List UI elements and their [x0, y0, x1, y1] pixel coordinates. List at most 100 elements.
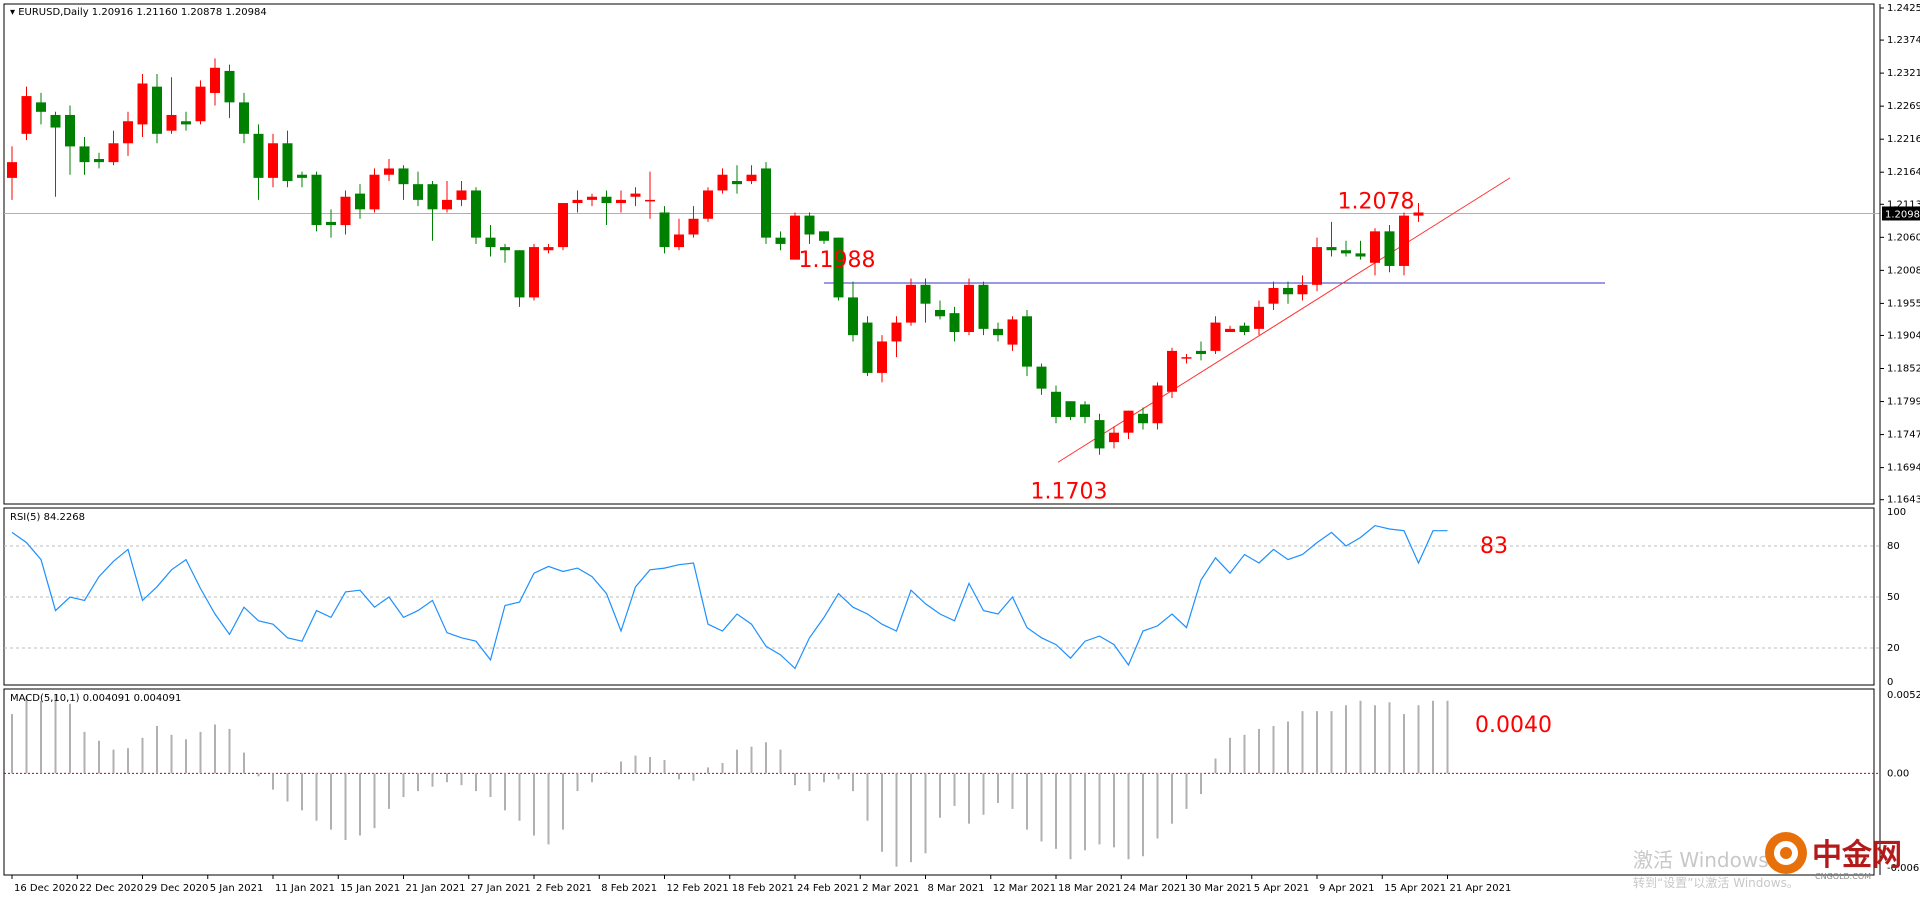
- candle-body: [1239, 325, 1250, 333]
- brand-logo: 中金网 CNGOLD.COM: [1765, 832, 1902, 881]
- price-annotation: 1.1703: [1031, 479, 1108, 504]
- candle-body: [833, 237, 844, 298]
- candle-body: [572, 199, 583, 204]
- candle-body: [1022, 316, 1032, 367]
- candle-body: [1413, 212, 1424, 216]
- date-label: 2 Mar 2021: [862, 883, 919, 894]
- candle-body: [326, 221, 336, 226]
- candle-body: [398, 168, 409, 185]
- candle-body: [65, 114, 75, 147]
- candle-body: [1254, 306, 1264, 329]
- watermark-settings: 转到“设置”以激活 Windows。: [1633, 875, 1799, 890]
- rsi-annotation: 83: [1480, 534, 1508, 559]
- date-label: 12 Mar 2021: [993, 883, 1056, 894]
- price-tick-label: 1.18520: [1887, 364, 1920, 375]
- candle-body: [1007, 319, 1018, 345]
- candle-body: [1181, 357, 1192, 359]
- candle-body: [268, 143, 278, 178]
- candle-body: [659, 212, 670, 248]
- candle-body: [239, 102, 249, 134]
- date-label: 11 Jan 2021: [275, 883, 335, 894]
- date-label: 15 Apr 2021: [1384, 883, 1446, 894]
- candle-body: [906, 284, 916, 323]
- candle-body: [1196, 350, 1206, 355]
- candle-body: [311, 174, 322, 226]
- candle-body: [471, 190, 481, 238]
- price-tick-label: 1.23740: [1887, 35, 1920, 46]
- candle-body: [862, 322, 873, 373]
- rsi-tick-label: 0: [1887, 677, 1893, 688]
- candle-body: [920, 284, 931, 304]
- candle-body: [1399, 215, 1409, 266]
- candle-body: [253, 133, 264, 178]
- candle-body: [645, 199, 655, 202]
- candle-body: [732, 181, 742, 185]
- price-layer: 1.2078 1.1988 1.1703: [4, 58, 1880, 504]
- candle-body: [514, 250, 525, 298]
- price-annotation: 1.2078: [1338, 189, 1415, 214]
- date-label: 21 Jan 2021: [406, 883, 466, 894]
- candle-body: [1080, 404, 1090, 417]
- candle-body: [804, 215, 815, 235]
- macd-annotation: 0.0040: [1475, 713, 1552, 738]
- date-label: 29 Dec 2020: [145, 883, 209, 894]
- price-tick-label: 1.19555: [1887, 298, 1920, 309]
- price-tick-label: 1.17470: [1887, 430, 1920, 441]
- date-label: 24 Feb 2021: [797, 883, 859, 894]
- candle-body: [297, 174, 307, 178]
- date-label: 27 Jan 2021: [471, 883, 531, 894]
- rsi-tick-label: 100: [1887, 507, 1906, 518]
- candle-body: [1152, 385, 1163, 424]
- candle-body: [50, 114, 61, 128]
- watermark-activate: 激活 Windows: [1633, 848, 1769, 872]
- candle-body: [79, 146, 90, 163]
- candle-body: [1370, 231, 1380, 263]
- candle-body: [1094, 420, 1105, 449]
- date-label: 8 Feb 2021: [601, 883, 657, 894]
- candle-body: [152, 86, 162, 134]
- candle-body: [674, 234, 684, 248]
- date-label: 18 Mar 2021: [1058, 883, 1121, 894]
- brand-name: 中金网: [1812, 838, 1902, 873]
- date-label: 22 Dec 2020: [79, 883, 143, 894]
- price-tick-label: 1.23215: [1887, 68, 1920, 79]
- macd-layer: [4, 694, 1880, 867]
- axis-layer: 1.24250 1.23740 1.23215 1.22690 1.22165 1.216…: [11, 3, 1920, 894]
- candle-body: [1297, 284, 1308, 295]
- candle-body: [108, 143, 119, 163]
- date-label: 5 Jan 2021: [210, 883, 264, 894]
- candle-body: [949, 313, 960, 333]
- candle-body: [224, 70, 235, 103]
- candle-body: [935, 309, 945, 317]
- candle-body: [1355, 253, 1366, 257]
- macd-tick-label: 0.005292: [1887, 690, 1920, 701]
- candle-body: [282, 143, 293, 182]
- candle-body: [1384, 231, 1395, 266]
- price-annotation: 1.1988: [799, 248, 876, 273]
- candle-body: [761, 168, 771, 238]
- rsi-tick-label: 50: [1887, 592, 1900, 603]
- candle-body: [1225, 328, 1235, 333]
- candle-body: [166, 114, 177, 131]
- candle-body: [630, 193, 641, 197]
- candle-body: [616, 199, 626, 204]
- candle-body: [877, 341, 887, 373]
- date-label: 24 Mar 2021: [1123, 883, 1186, 894]
- candle-body: [688, 218, 699, 235]
- candle-body: [558, 203, 568, 248]
- candle-body: [123, 121, 133, 144]
- candle-body: [456, 190, 467, 200]
- candle-body: [94, 158, 104, 163]
- candle-body: [1123, 410, 1134, 433]
- candle-body: [181, 121, 191, 125]
- candle-body: [413, 184, 423, 200]
- rsi-line: [11, 524, 1448, 670]
- brand-url: CNGOLD.COM: [1815, 872, 1871, 881]
- candle-body: [1051, 391, 1061, 417]
- candle-body: [848, 297, 858, 336]
- candle-body: [340, 196, 351, 226]
- price-tick-label: 1.20605: [1887, 232, 1920, 243]
- candle-body: [1341, 250, 1351, 254]
- candle-body: [601, 196, 612, 204]
